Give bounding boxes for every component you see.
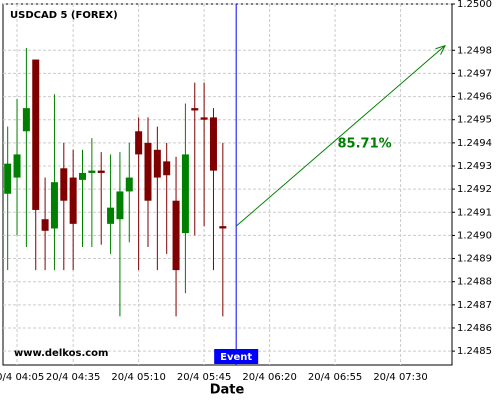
candle-body (88, 170, 96, 173)
y-tick-label: 1.2495 (457, 115, 492, 126)
plot-frame (2, 3, 453, 366)
x-tick-label: 20/4 05:10 (111, 372, 165, 383)
candle-body (153, 149, 161, 178)
y-tick-label: 1.2485 (457, 346, 492, 357)
candle-body (79, 172, 87, 180)
event-box (214, 349, 259, 364)
candle-body (4, 163, 12, 194)
candle-body (50, 182, 58, 229)
x-axis-title: Date (210, 383, 245, 398)
x-tick-label: 20/4 04:05 (0, 372, 44, 383)
x-tick-label: 20/4 04:35 (46, 372, 100, 383)
y-tick-label: 1.2490 (457, 230, 492, 241)
candle-body (107, 207, 115, 224)
x-tick-label: 20/4 05:45 (177, 372, 231, 383)
candle-body (172, 200, 180, 271)
candle-body (32, 59, 40, 210)
candle-body (13, 154, 21, 178)
candle-body (97, 170, 105, 173)
x-tick-label: 20/4 06:55 (308, 372, 362, 383)
candle-body (209, 117, 217, 171)
forecast-arrow (235, 45, 446, 227)
y-tick-label: 1.2486 (457, 323, 492, 334)
candle-body (135, 131, 143, 155)
y-tick-label: 1.2487 (457, 300, 492, 311)
arrow-head (435, 44, 446, 55)
watermark: www.delkos.com (14, 348, 108, 359)
forecast-label: 85.71% (338, 136, 392, 151)
candle-body (41, 219, 49, 231)
y-tick-label: 1.2498 (457, 45, 492, 56)
y-tick-label: 1.2500 (457, 0, 492, 10)
event-label: Event (220, 352, 252, 363)
y-tick-label: 1.2494 (457, 138, 492, 149)
y-tick-label: 1.2491 (457, 207, 492, 218)
candle-body (191, 108, 199, 111)
candle-body (22, 108, 30, 132)
y-tick-label: 1.2493 (457, 161, 492, 172)
candle-body (219, 226, 227, 229)
y-tick-label: 1.2497 (457, 68, 492, 79)
y-tick-label: 1.2489 (457, 254, 492, 265)
candle-body (60, 168, 68, 201)
candle-body (125, 177, 133, 192)
candle-body (200, 117, 208, 120)
chart-title: USDCAD 5 (FOREX) (10, 10, 118, 21)
candle-body (144, 142, 152, 201)
candle-body (163, 161, 171, 176)
y-tick-label: 1.2492 (457, 184, 492, 195)
y-tick-label: 1.2496 (457, 92, 492, 103)
candle-body (69, 177, 77, 224)
candle-body (181, 154, 189, 234)
x-tick-label: 20/4 07:30 (373, 372, 427, 383)
candle-body (116, 191, 124, 220)
x-tick-label: 20/4 06:20 (242, 372, 296, 383)
y-tick-label: 1.2488 (457, 277, 492, 288)
